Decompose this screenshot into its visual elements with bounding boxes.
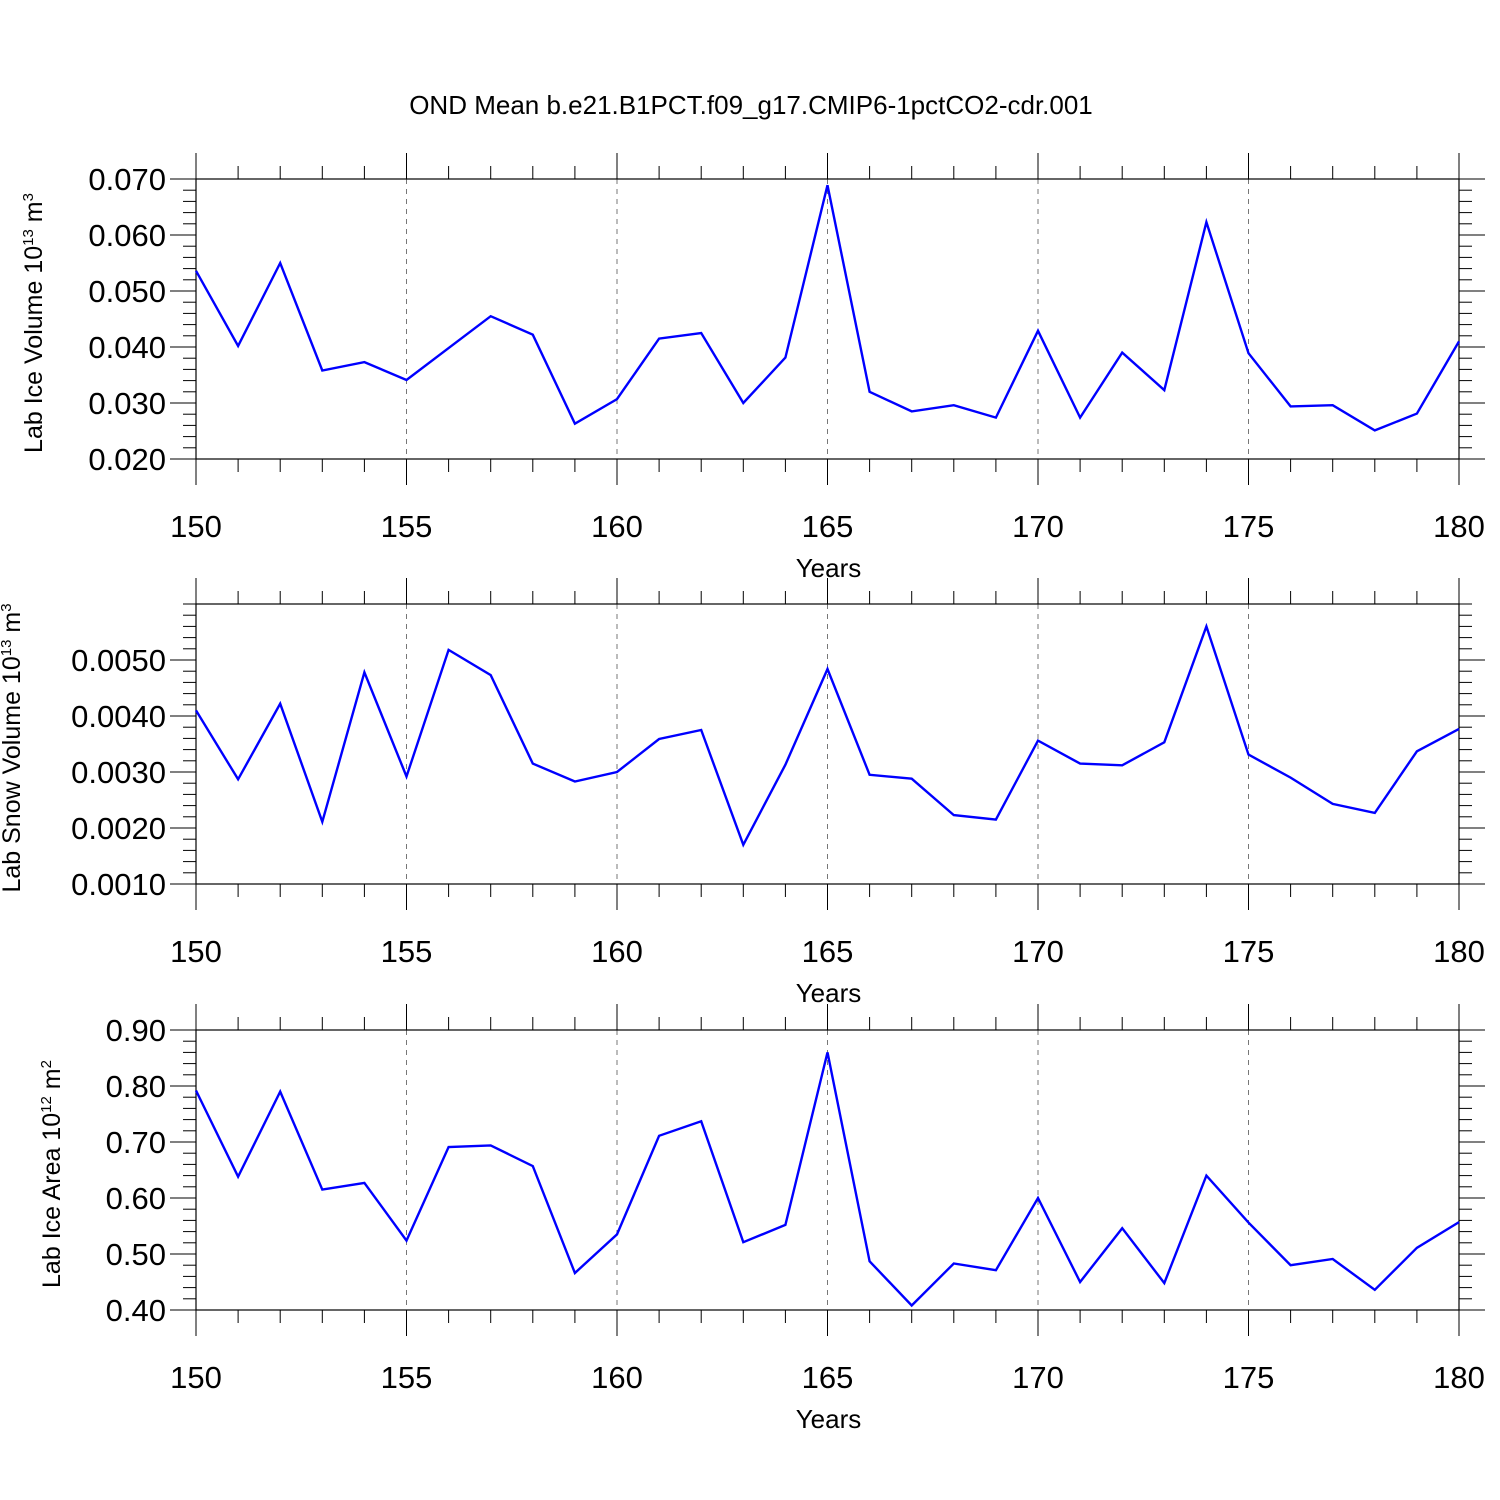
x-tick-label: 160 xyxy=(591,509,643,544)
y-tick-label: 0.60 xyxy=(106,1181,166,1216)
y-axis-label: Lab Snow Volume 1013 m3 xyxy=(0,603,26,892)
x-tick-label: 175 xyxy=(1223,509,1275,544)
panel-2: 0.0010 0.0020 0.0030 0.0040 0.0050 150 155 160 1… xyxy=(0,578,1485,1008)
figure-title: OND Mean b.e21.B1PCT.f09_g17.CMIP6-1pctC… xyxy=(409,90,1093,120)
x-tick-label: 180 xyxy=(1433,509,1485,544)
y-axis-label: Lab Ice Area 1012 m2 xyxy=(38,1060,66,1288)
x-tick-label: 170 xyxy=(1012,509,1064,544)
y-tick-label: 0.020 xyxy=(88,442,166,477)
y-tick-label: 0.50 xyxy=(106,1237,166,1272)
y-tick-label: 0.060 xyxy=(88,218,166,253)
y-tick-label: 0.040 xyxy=(88,330,166,365)
x-axis-label: Years xyxy=(796,553,862,583)
y-axis-label: Lab Ice Volume 1013 m3 xyxy=(20,193,48,453)
y-tick-label: 0.0050 xyxy=(71,643,166,678)
x-tick-label: 150 xyxy=(170,1360,222,1395)
series-line xyxy=(194,1052,1460,1308)
y-tick-label: 0.0040 xyxy=(71,699,166,734)
x-tick-label: 175 xyxy=(1223,1360,1275,1395)
y-tick-label: 0.80 xyxy=(106,1069,166,1104)
panel-3: 0.40 0.50 0.60 0.70 0.80 0.90 150 155 160 165 170 1… xyxy=(38,1004,1485,1434)
x-axis-label: Years xyxy=(796,978,862,1008)
x-tick-label: 155 xyxy=(381,934,433,969)
x-tick-label: 180 xyxy=(1433,1360,1485,1395)
x-tick-label: 150 xyxy=(170,509,222,544)
y-tick-label: 0.40 xyxy=(106,1293,166,1328)
series-line xyxy=(194,184,1461,432)
x-tick-label: 155 xyxy=(381,509,433,544)
y-tick-label: 0.70 xyxy=(106,1125,166,1160)
x-axis-label: Years xyxy=(796,1404,862,1434)
x-tick-label: 165 xyxy=(802,934,854,969)
x-tick-label: 160 xyxy=(591,934,643,969)
series-line xyxy=(194,622,1460,848)
x-tick-label: 175 xyxy=(1223,934,1275,969)
panels: 0.020 0.030 0.040 0.050 0.060 0.070 150 155 160 1… xyxy=(0,153,1485,1434)
x-tick-label: 160 xyxy=(591,1360,643,1395)
y-tick-label: 0.030 xyxy=(88,386,166,421)
y-tick-label: 0.070 xyxy=(88,162,166,197)
x-tick-label: 150 xyxy=(170,934,222,969)
x-tick-label: 170 xyxy=(1012,934,1064,969)
y-tick-label: 0.050 xyxy=(88,274,166,309)
x-tick-label: 170 xyxy=(1012,1360,1064,1395)
panel-1: 0.020 0.030 0.040 0.050 0.060 0.070 150 155 160 1… xyxy=(20,153,1485,583)
x-tick-label: 165 xyxy=(802,509,854,544)
y-tick-label: 0.0030 xyxy=(71,755,166,790)
y-tick-label: 0.0010 xyxy=(71,867,166,902)
x-tick-label: 165 xyxy=(802,1360,854,1395)
y-tick-label: 0.0020 xyxy=(71,811,166,846)
x-tick-label: 180 xyxy=(1433,934,1485,969)
y-tick-label: 0.90 xyxy=(106,1013,166,1048)
x-tick-label: 155 xyxy=(381,1360,433,1395)
